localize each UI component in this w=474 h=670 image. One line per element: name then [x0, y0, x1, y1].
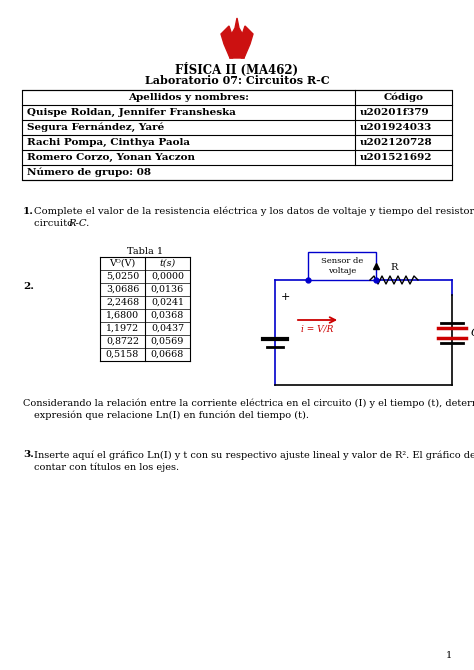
Text: Tabla 1: Tabla 1	[127, 247, 163, 256]
Text: Considerando la relación entre la corriente eléctrica en el circuito (I) y el ti: Considerando la relación entre la corrie…	[23, 398, 474, 407]
Text: Laboratorio 07: Circuitos R-C: Laboratorio 07: Circuitos R-C	[145, 75, 329, 86]
Text: Inserte aquí el gráfico Ln(I) y t con su respectivo ajuste lineal y valor de R².: Inserte aquí el gráfico Ln(I) y t con su…	[34, 450, 474, 460]
Text: u20201f379: u20201f379	[360, 108, 429, 117]
Text: 0,8722: 0,8722	[106, 337, 139, 346]
Text: R: R	[390, 263, 398, 272]
Text: 0,5158: 0,5158	[106, 350, 139, 359]
Text: Segura Fernández, Yaré: Segura Fernández, Yaré	[27, 123, 164, 132]
Text: i = V/R: i = V/R	[301, 325, 333, 334]
Text: 3,0686: 3,0686	[106, 285, 139, 294]
Text: 0,0136: 0,0136	[151, 285, 184, 294]
Text: 0,0668: 0,0668	[151, 350, 184, 359]
Text: u201924033: u201924033	[360, 123, 432, 132]
Polygon shape	[221, 26, 233, 58]
Text: C: C	[471, 328, 474, 338]
Text: 0,0569: 0,0569	[151, 337, 184, 346]
Text: 1,6800: 1,6800	[106, 311, 139, 320]
Text: 0,0000: 0,0000	[151, 272, 184, 281]
Bar	[308, 252, 376, 280]
Text: Sensor de
voltaje: Sensor de voltaje	[321, 257, 363, 275]
Bar	[22, 90, 452, 180]
Text: 0,0241: 0,0241	[151, 298, 184, 307]
Text: 5,0250: 5,0250	[106, 272, 139, 281]
Text: Quispe Roldan, Jennifer Fransheska: Quispe Roldan, Jennifer Fransheska	[27, 108, 236, 117]
Polygon shape	[227, 18, 247, 58]
Text: Vᴼ(V): Vᴼ(V)	[109, 259, 136, 268]
Text: expresión que relacione Ln(I) en función del tiempo (t).: expresión que relacione Ln(I) en función…	[34, 410, 309, 419]
Text: circuito: circuito	[34, 219, 76, 228]
Text: R-C.: R-C.	[68, 219, 89, 228]
Text: 0,0368: 0,0368	[151, 311, 184, 320]
Text: FÍSICA II (MA462): FÍSICA II (MA462)	[175, 63, 299, 77]
Text: 2,2468: 2,2468	[106, 298, 139, 307]
Text: Romero Corzo, Yonan Yaczon: Romero Corzo, Yonan Yaczon	[27, 153, 195, 162]
Text: u202120728: u202120728	[360, 138, 433, 147]
Text: Apellidos y nombres:: Apellidos y nombres:	[128, 93, 249, 102]
Text: contar con títulos en los ejes.: contar con títulos en los ejes.	[34, 462, 179, 472]
Text: 1,1972: 1,1972	[106, 324, 139, 333]
Text: 2.: 2.	[23, 282, 34, 291]
Text: 3.: 3.	[23, 450, 34, 459]
Text: 1.: 1.	[23, 207, 34, 216]
Text: Complete el valor de la resistencia eléctrica y los datos de voltaje y tiempo de: Complete el valor de la resistencia eléc…	[34, 207, 474, 216]
Text: Número de grupo: 08: Número de grupo: 08	[27, 168, 151, 178]
Text: t(s): t(s)	[159, 259, 176, 268]
Text: +: +	[281, 292, 291, 302]
Text: u201521692: u201521692	[360, 153, 432, 162]
Text: Código: Código	[383, 92, 423, 103]
Text: 0,0437: 0,0437	[151, 324, 184, 333]
Text: 1: 1	[446, 651, 452, 660]
Text: Rachi Pompa, Cinthya Paola: Rachi Pompa, Cinthya Paola	[27, 138, 190, 147]
Polygon shape	[241, 26, 253, 58]
